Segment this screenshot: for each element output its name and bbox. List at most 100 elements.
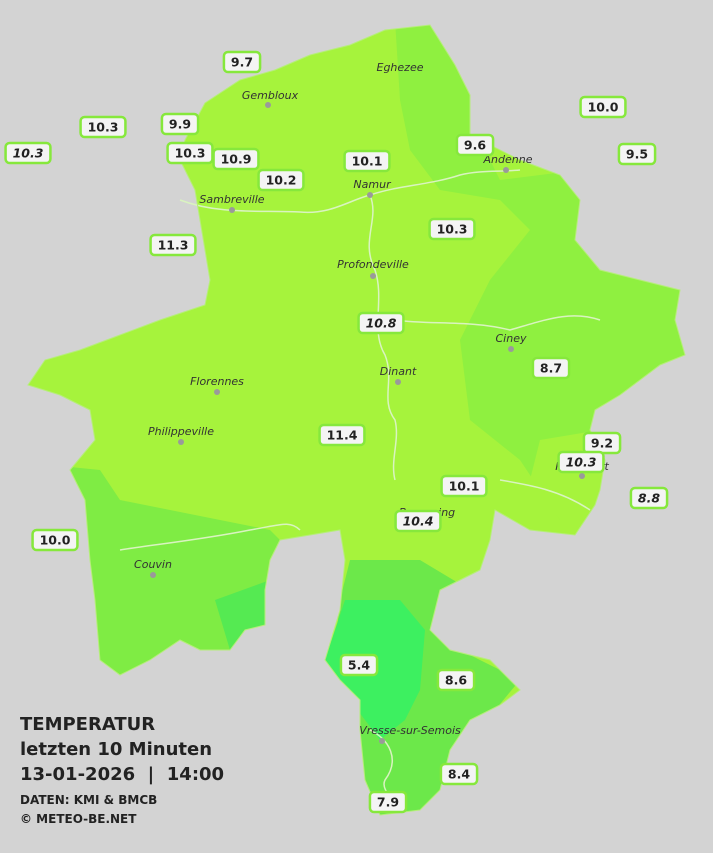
station-value: 5.4 (348, 658, 370, 673)
station: 10.4 (394, 509, 442, 533)
station-badge (629, 486, 669, 510)
station-badge (557, 450, 605, 474)
station: 7.9 (368, 790, 408, 814)
station: 10.3 (4, 141, 52, 165)
station-badge (439, 762, 479, 786)
station-badge (368, 790, 408, 814)
place-name: Namur (353, 178, 392, 191)
station: 10.2 (257, 168, 305, 192)
place-dot (214, 389, 220, 395)
station: 10.3 (557, 450, 605, 474)
river (368, 194, 398, 481)
station-value: 9.5 (626, 147, 648, 162)
station-badge (436, 668, 476, 692)
caption: TEMPERATUR letzten 10 Minuten 13-01-2026… (20, 714, 224, 826)
place-name: Andenne (483, 153, 533, 166)
place-name: Vresse-sur-Semois (359, 724, 461, 737)
station-badge (318, 423, 366, 447)
place-name: Sambreville (199, 193, 264, 206)
station-badge (357, 311, 405, 335)
station-badge (4, 141, 52, 165)
place-dot (150, 572, 156, 578)
station-value: 8.6 (445, 673, 467, 688)
station: 8.4 (439, 762, 479, 786)
caption-copyright: © METEO-BE.NET (20, 812, 137, 826)
place-dot (395, 379, 401, 385)
place-name: Florennes (190, 375, 244, 388)
place-name: Gembloux (242, 89, 299, 102)
station: 8.8 (629, 486, 669, 510)
station: 8.6 (436, 668, 476, 692)
station-value: 9.6 (464, 138, 486, 153)
river (119, 523, 301, 551)
place-dot (229, 207, 235, 213)
station-value: 10.3 (566, 455, 597, 470)
caption-datetime: 13-01-2026 | 14:00 (20, 764, 224, 785)
station: 10.0 (31, 528, 79, 552)
station-badge (79, 115, 127, 139)
river (499, 479, 591, 511)
river (179, 169, 521, 214)
station-badge (440, 474, 488, 498)
station-badge (455, 133, 495, 157)
station-value: 8.8 (638, 491, 660, 506)
station-badge (339, 653, 379, 677)
caption-heading: TEMPERATUR (20, 714, 155, 735)
station-badge (149, 233, 197, 257)
station-value: 8.7 (540, 361, 562, 376)
station: 10.3 (166, 141, 214, 165)
station: 10.1 (440, 474, 488, 498)
station-value: 10.3 (88, 120, 119, 135)
station-value: 10.3 (175, 146, 206, 161)
place-name: Eghezee (377, 61, 424, 74)
place-dot (265, 102, 271, 108)
station-value: 10.1 (352, 154, 383, 169)
station-badge (257, 168, 305, 192)
station: 9.7 (222, 50, 262, 74)
station-value: 10.1 (449, 479, 480, 494)
station-value: 10.2 (266, 173, 297, 188)
station: 9.2 (582, 431, 622, 455)
station: 5.4 (339, 653, 379, 677)
place-dot (178, 439, 184, 445)
station-value: 10.9 (221, 152, 252, 167)
station-badge (212, 147, 260, 171)
station-value: 10.4 (403, 514, 434, 529)
station: 11.4 (318, 423, 366, 447)
station: 10.8 (357, 311, 405, 335)
place-dot (379, 738, 385, 744)
station-value: 7.9 (377, 795, 399, 810)
station: 10.1 (343, 149, 391, 173)
river (394, 315, 601, 331)
stations: 9.7 10.3 9.9 10.3 10.3 10.9 10.2 10.1 9.6 10.0 9.5… (4, 50, 669, 814)
place-name: Dinant (380, 365, 417, 378)
station: 9.9 (160, 112, 200, 136)
station: 11.3 (149, 233, 197, 257)
place-name: Ciney (496, 332, 527, 345)
station-value: 11.4 (327, 428, 358, 443)
place-dot (579, 473, 585, 479)
station-value: 8.4 (448, 767, 470, 782)
station-badge (531, 356, 571, 380)
station: 10.3 (79, 115, 127, 139)
station-value: 10.0 (588, 100, 619, 115)
place-name: Philippeville (148, 425, 214, 438)
station-badge (31, 528, 79, 552)
place-dot (508, 346, 514, 352)
station: 10.3 (428, 217, 476, 241)
station-value: 10.3 (13, 146, 44, 161)
station-badge (343, 149, 391, 173)
place-dot (370, 273, 376, 279)
station: 8.7 (531, 356, 571, 380)
rivers (119, 169, 601, 811)
place-dot (503, 167, 509, 173)
station: 9.6 (455, 133, 495, 157)
station-badge (394, 509, 442, 533)
station-badge (160, 112, 200, 136)
place-name: Profondeville (337, 258, 409, 271)
station-value: 9.9 (169, 117, 191, 132)
place-name: Couvin (134, 558, 172, 571)
station-badge (617, 142, 657, 166)
station-badge (428, 217, 476, 241)
